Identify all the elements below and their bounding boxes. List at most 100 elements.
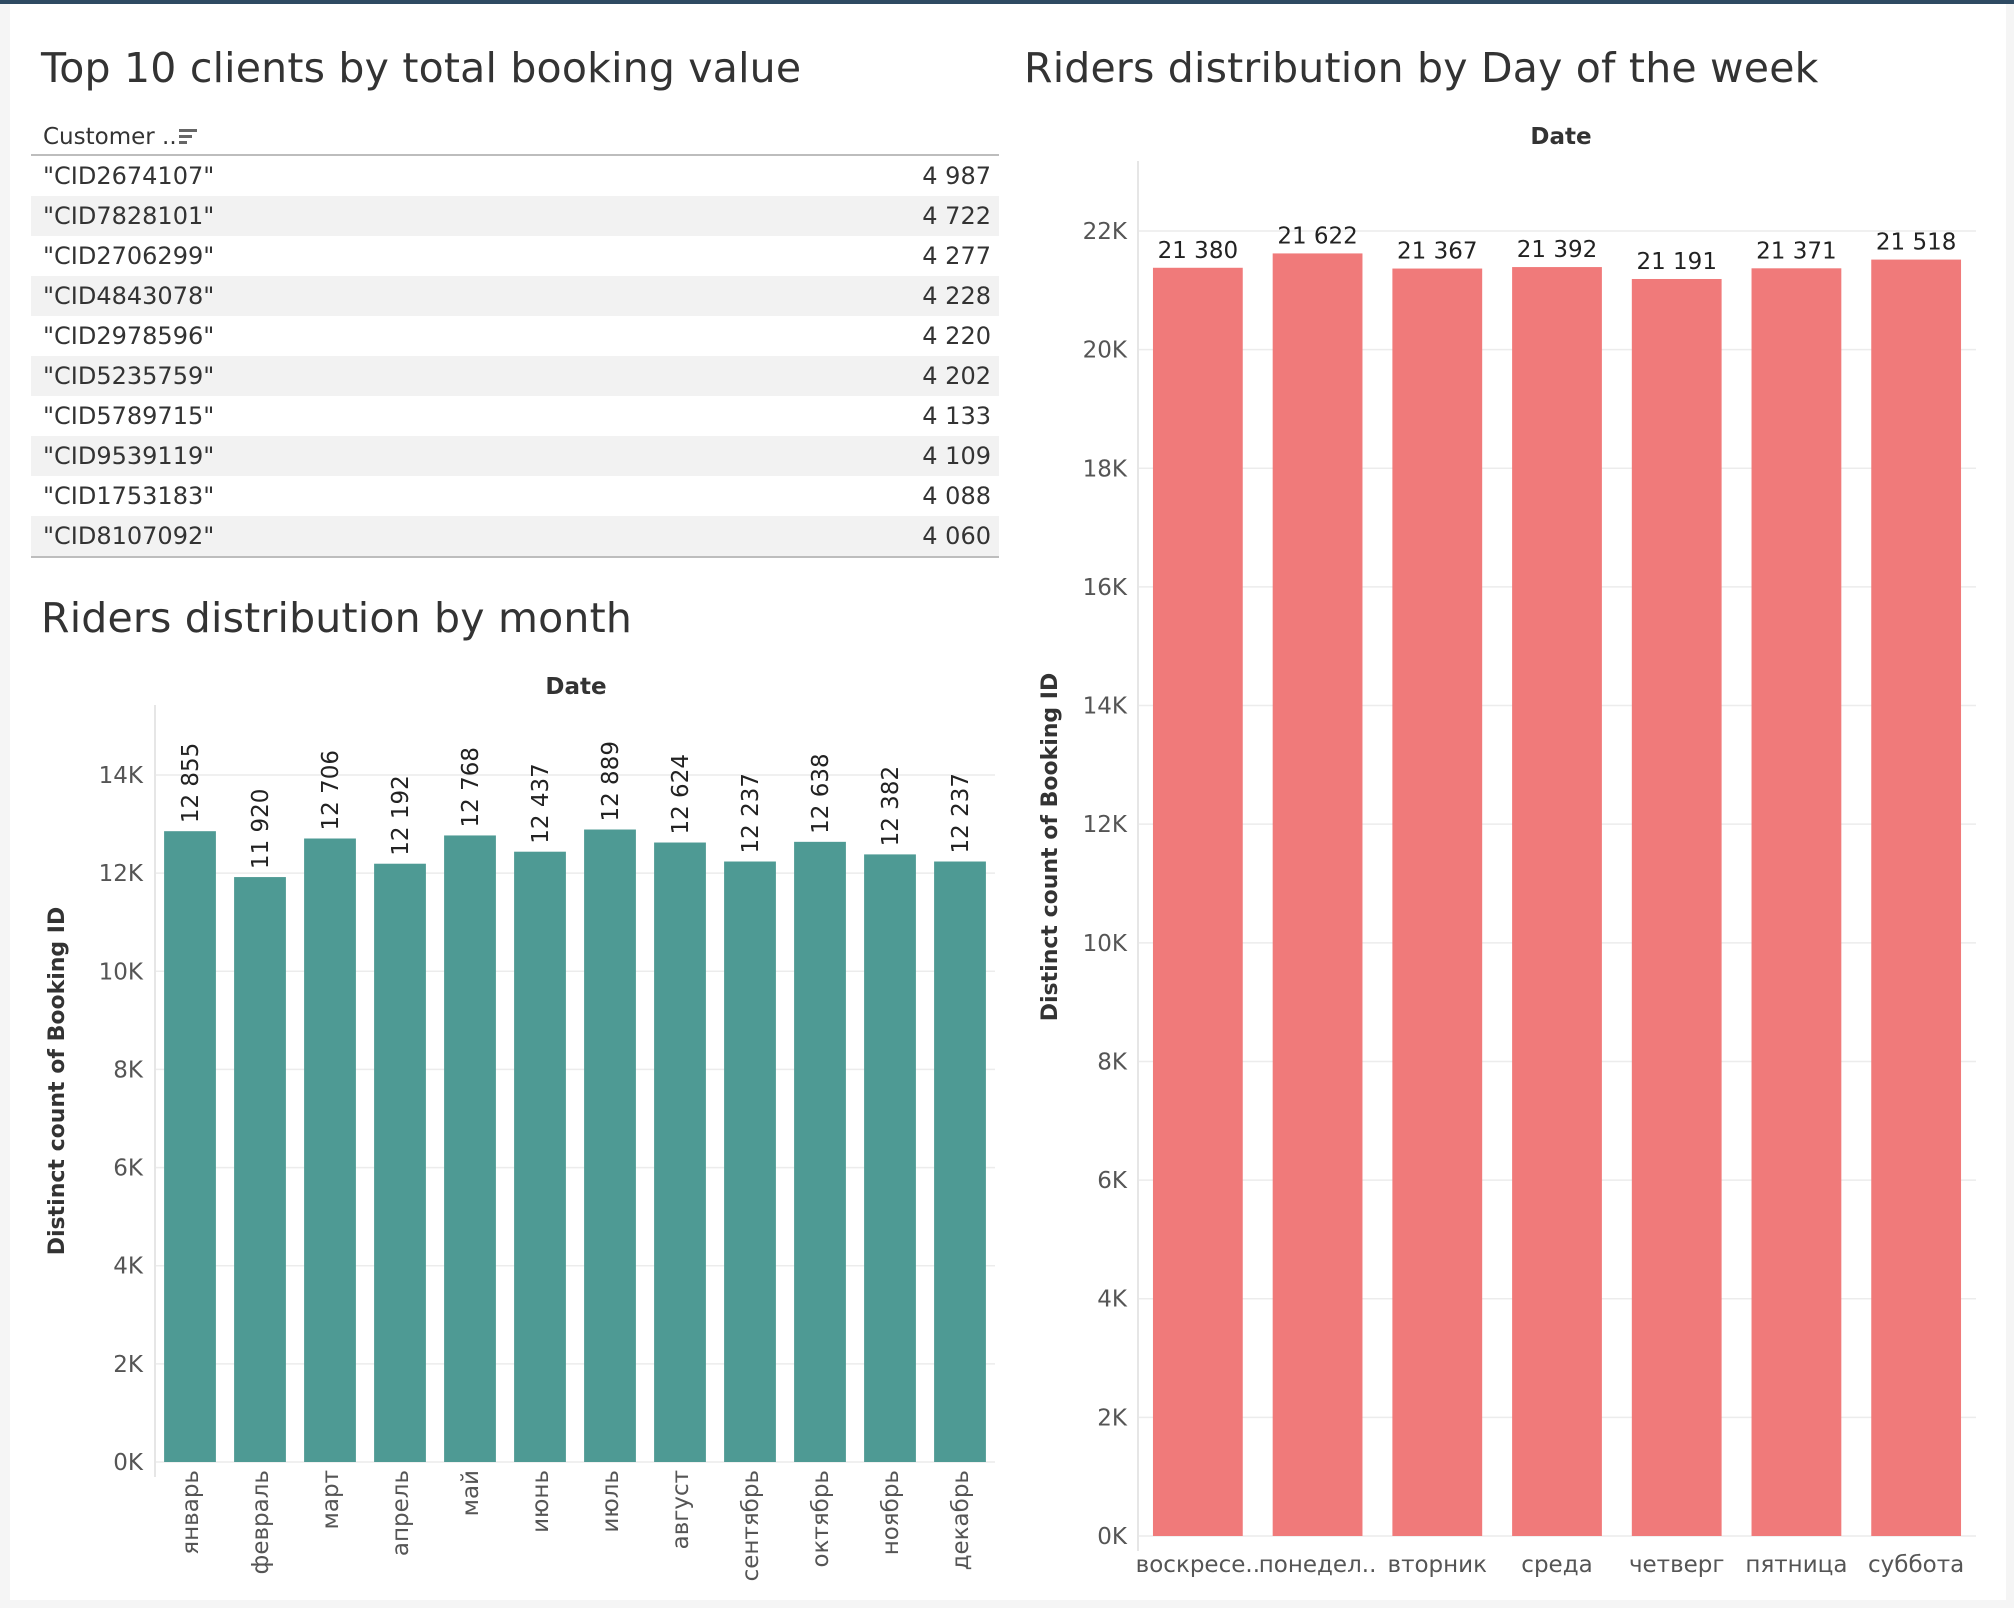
table-row[interactable]: "CID5789715" 4 133 (31, 396, 999, 436)
table-body: "CID2674107" 4 987 "CID7828101" 4 722 "CID27… (31, 156, 999, 556)
month-chart-title: Riders distribution by month (41, 594, 633, 642)
column-header-date: Date (545, 674, 606, 700)
y-tick-label: 2K (1097, 1405, 1128, 1431)
data-label: 12 706 (318, 750, 344, 830)
bar (1751, 268, 1842, 1536)
bar (234, 877, 286, 1462)
x-tick-label: ноябрь (878, 1470, 904, 1555)
table-row[interactable]: "CID1753183" 4 088 (31, 476, 999, 516)
x-tick-label: январь (178, 1470, 204, 1555)
customer-id-cell: "CID1753183" (43, 482, 215, 510)
table-bottom-rule (31, 556, 999, 558)
data-label: 12 237 (948, 773, 974, 853)
bar (1512, 267, 1602, 1537)
column-header-date: Date (1530, 124, 1591, 150)
table-row[interactable]: "CID2674107" 4 987 (31, 156, 999, 196)
booking-value-cell: 4 060 (922, 522, 991, 550)
data-label: 21 518 (1876, 230, 1956, 256)
x-tick-label: пятница (1745, 1552, 1847, 1578)
customer-id-cell: "CID7828101" (43, 202, 215, 230)
x-tick-label: июль (598, 1470, 624, 1533)
x-tick-label: апрель (388, 1470, 414, 1556)
bar (1392, 268, 1483, 1537)
x-tick-label: октябрь (808, 1470, 834, 1568)
table-row[interactable]: "CID4843078" 4 228 (31, 276, 999, 316)
bar (724, 861, 776, 1462)
x-tick-label: июнь (528, 1470, 554, 1533)
x-tick-label: сентябрь (738, 1470, 764, 1581)
data-label: 21 191 (1636, 249, 1716, 275)
bar (584, 829, 636, 1462)
x-tick-label: четверг (1629, 1552, 1725, 1578)
y-tick-label: 14K (99, 763, 144, 789)
customer-id-cell: "CID2674107" (43, 162, 215, 190)
data-label: 12 855 (178, 743, 204, 823)
y-tick-label: 0K (1097, 1524, 1128, 1550)
x-tick-label: воскресе.. (1136, 1552, 1260, 1578)
table-row[interactable]: "CID8107092" 4 060 (31, 516, 999, 556)
y-tick-label: 0K (113, 1450, 144, 1476)
y-tick-label: 10K (99, 959, 144, 985)
booking-value-cell: 4 133 (922, 402, 991, 430)
booking-value-cell: 4 220 (922, 322, 991, 350)
table-title: Top 10 clients by total booking value (41, 44, 802, 92)
top-clients-table: Customer .. "CID2674107" 4 987 "CID7828101… (31, 120, 999, 558)
data-label: 11 920 (248, 789, 274, 869)
y-tick-label: 12K (1083, 812, 1128, 838)
x-tick-label: май (458, 1470, 484, 1516)
customer-id-cell: "CID8107092" (43, 522, 215, 550)
bar (444, 835, 496, 1462)
bar (1272, 253, 1363, 1537)
bar (864, 854, 916, 1462)
booking-value-cell: 4 202 (922, 362, 991, 390)
bar (164, 831, 216, 1462)
y-tick-label: 4K (113, 1254, 144, 1280)
data-label: 21 371 (1756, 238, 1836, 264)
x-tick-label: понедел.. (1259, 1552, 1377, 1578)
x-tick-label: вторник (1388, 1552, 1488, 1578)
y-tick-label: 2K (113, 1352, 144, 1378)
customer-column-header[interactable]: Customer .. (43, 124, 177, 150)
y-tick-label: 20K (1083, 338, 1128, 364)
customer-id-cell: "CID2978596" (43, 322, 215, 350)
bar (1871, 259, 1962, 1537)
booking-value-cell: 4 277 (922, 242, 991, 270)
y-axis-title: Distinct count of Booking ID (1038, 673, 1063, 1022)
booking-value-cell: 4 228 (922, 282, 991, 310)
y-tick-label: 4K (1097, 1287, 1128, 1313)
x-tick-label: февраль (248, 1470, 274, 1574)
data-label: 12 768 (458, 747, 484, 827)
bar (304, 838, 356, 1462)
y-tick-label: 16K (1083, 575, 1128, 601)
sort-descending-icon[interactable] (177, 126, 199, 148)
booking-value-cell: 4 987 (922, 162, 991, 190)
y-tick-label: 8K (1097, 1049, 1128, 1075)
data-label: 12 638 (808, 753, 834, 833)
bar (794, 841, 846, 1462)
customer-id-cell: "CID4843078" (43, 282, 215, 310)
bar (1152, 267, 1243, 1536)
data-label: 12 889 (598, 741, 624, 821)
table-row[interactable]: "CID7828101" 4 722 (31, 196, 999, 236)
table-header[interactable]: Customer .. (31, 120, 999, 156)
bar (514, 851, 566, 1462)
bar (934, 861, 986, 1462)
x-tick-label: среда (1521, 1552, 1592, 1578)
table-row[interactable]: "CID5235759" 4 202 (31, 356, 999, 396)
top-border (0, 0, 2014, 4)
x-tick-label: март (318, 1470, 344, 1529)
y-tick-label: 18K (1083, 456, 1128, 482)
customer-id-cell: "CID5789715" (43, 402, 215, 430)
table-row[interactable]: "CID2706299" 4 277 (31, 236, 999, 276)
data-label: 21 622 (1277, 223, 1357, 249)
customer-id-cell: "CID9539119" (43, 442, 215, 470)
y-tick-label: 22K (1083, 219, 1128, 245)
booking-value-cell: 4 109 (922, 442, 991, 470)
y-tick-label: 12K (99, 861, 144, 887)
bar (654, 842, 706, 1462)
table-row[interactable]: "CID9539119" 4 109 (31, 436, 999, 476)
x-tick-label: август (668, 1470, 694, 1549)
y-axis-title: Distinct count of Booking ID (45, 907, 70, 1256)
table-row[interactable]: "CID2978596" 4 220 (31, 316, 999, 356)
